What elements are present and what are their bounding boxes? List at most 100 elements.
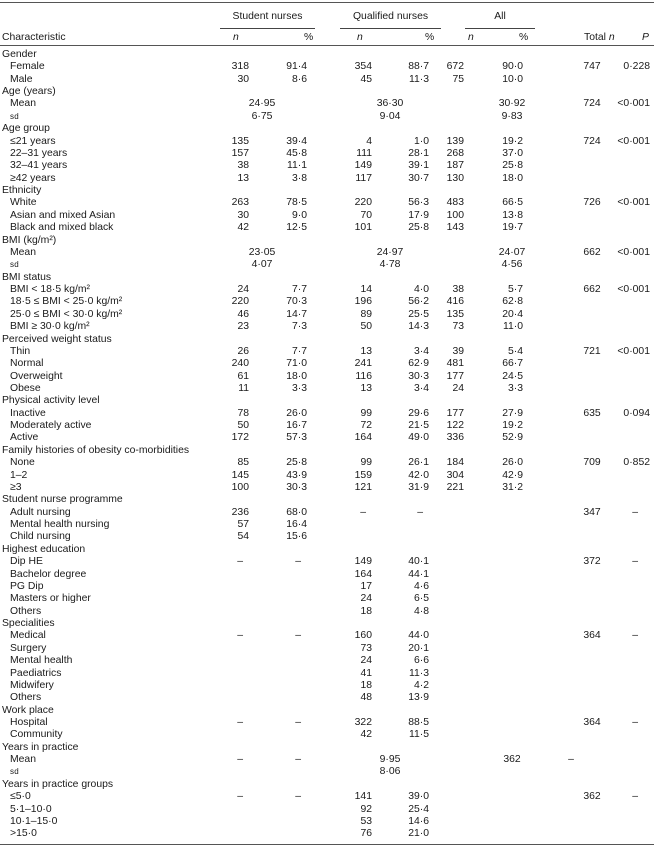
header-total-label: Total [584, 32, 609, 43]
cell-total: 709 [583, 457, 601, 469]
cell-an: 483 [446, 197, 464, 209]
cell-p: 0·094 [623, 407, 650, 419]
cell-shifted: – [568, 754, 574, 766]
table-row: Active 172 57·3 164 49·0 336 52·9 [0, 432, 654, 444]
cell-qn: 159 [354, 469, 372, 481]
cell-am: 4·56 [501, 259, 523, 271]
cell-qp: 3·4 [413, 345, 429, 357]
cell-qn: 89 [360, 308, 372, 320]
cell-sp: – [295, 754, 301, 766]
cell-qp: 21·5 [408, 420, 429, 432]
cell-qp: 6·5 [413, 593, 429, 605]
cell-sp: – [295, 630, 301, 642]
cell-ap: 5·4 [507, 345, 523, 357]
cell-sn: 318 [231, 61, 249, 73]
cell-qp: 3·4 [413, 382, 429, 394]
row-label: Work place [2, 704, 54, 716]
cell-sn: 30 [237, 73, 249, 85]
cell-ap: 24·5 [502, 370, 523, 382]
table-row: Midwifery 18 4·2 [0, 680, 654, 692]
cell-sp: 9·0 [291, 209, 307, 221]
cell-sm: 24·95 [248, 98, 276, 110]
table-section-heading: Family histories of obesity co-morbiditi… [0, 445, 654, 457]
cell-sp: 3·8 [291, 172, 307, 184]
table-section-heading: Specialities [0, 618, 654, 630]
table-row: Mental health 24 6·6 [0, 655, 654, 667]
cell-qp: 30·7 [408, 172, 429, 184]
cell-an: 336 [446, 432, 464, 444]
cell-ap: 90·0 [502, 61, 523, 73]
row-label: BMI < 18·5 kg/m² [10, 284, 90, 296]
header-student-n: n [233, 32, 239, 43]
row-label: White [10, 197, 37, 209]
cell-p: – [632, 630, 638, 642]
row-label: Active [10, 432, 39, 444]
header-rule [0, 45, 654, 46]
cell-sp: – [295, 716, 301, 728]
cell-sp: 12·5 [286, 222, 307, 234]
table-section-heading: Ethnicity [0, 185, 654, 197]
row-label: 32–41 years [10, 160, 68, 172]
cell-ap: 25·8 [502, 160, 523, 172]
cell-p: – [632, 716, 638, 728]
table-row: Medical – – 160 44·0 364 – [0, 630, 654, 642]
row-label: Black and mixed black [10, 222, 114, 234]
row-label: >15·0 [10, 828, 37, 840]
cell-qn: 70 [360, 209, 372, 221]
table-section-heading: Physical activity level [0, 395, 654, 407]
cell-sp: 71·0 [286, 358, 307, 370]
table-row: sd 8·06 [0, 766, 654, 778]
row-label: Others [10, 692, 42, 704]
cell-sp: 39·4 [286, 135, 307, 147]
table-row: Inactive 78 26·0 99 29·6 177 27·9 635 0·094 [0, 408, 654, 420]
cell-qm: 24·97 [376, 246, 404, 258]
cell-total: 364 [583, 630, 601, 642]
cell-ap: 66·5 [502, 197, 523, 209]
cell-sn: – [237, 630, 243, 642]
cell-qp: 11·3 [408, 73, 429, 85]
cell-p: <0·001 [617, 135, 650, 147]
cell-sp: 11·1 [286, 160, 307, 172]
cell-qn: 72 [360, 420, 372, 432]
cell-qp: 62·9 [408, 358, 429, 370]
table-section-heading: Highest education [0, 544, 654, 556]
cell-qp: 4·2 [413, 679, 429, 691]
cell-total: 724 [583, 135, 601, 147]
row-label: Hospital [10, 716, 48, 728]
cell-qp: 4·0 [413, 284, 429, 296]
cell-sn: 78 [237, 407, 249, 419]
cell-sn: 100 [231, 481, 249, 493]
cell-qn: 322 [354, 716, 372, 728]
cell-sp: 25·8 [286, 457, 307, 469]
cell-qp: 31·9 [408, 481, 429, 493]
row-label: ≥42 years [10, 172, 56, 184]
cell-sn: – [237, 716, 243, 728]
cell-sp: 8·6 [291, 73, 307, 85]
cell-ap: 18·0 [502, 172, 523, 184]
cell-total: 362 [583, 791, 601, 803]
cell-sp: – [295, 791, 301, 803]
table-row: 10·1–15·0 53 14·6 [0, 816, 654, 828]
cell-total: 662 [583, 284, 601, 296]
cell-am: 362 [503, 754, 521, 766]
table-row: Mean 24·95 36·30 30·92 724 <0·001 [0, 98, 654, 110]
cell-an: 268 [446, 147, 464, 159]
cell-sp: 16·4 [286, 519, 307, 531]
cell-qm: 4·78 [379, 259, 401, 271]
cell-qp: – [417, 506, 423, 518]
cell-sp: 30·3 [286, 481, 307, 493]
table-section-heading: Years in practice groups [0, 779, 654, 791]
top-rule [0, 2, 654, 3]
cell-sn: 23 [237, 321, 249, 333]
row-label: Normal [10, 358, 44, 370]
cell-an: 135 [446, 308, 464, 320]
cell-p: – [632, 506, 638, 518]
cell-sn: – [237, 791, 243, 803]
table-section-heading: Age group [0, 123, 654, 135]
cell-qn: 117 [355, 172, 372, 184]
header-characteristic: Characteristic [2, 32, 66, 43]
table-row: 25·0 ≤ BMI < 30·0 kg/m² 46 14·7 89 25·5 135 20… [0, 309, 654, 321]
row-label: sd [10, 767, 20, 777]
bottom-rule [0, 844, 654, 845]
row-label: Midwifery [10, 679, 54, 691]
